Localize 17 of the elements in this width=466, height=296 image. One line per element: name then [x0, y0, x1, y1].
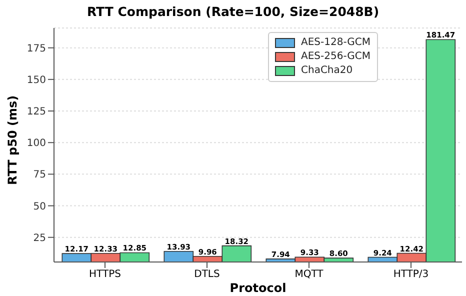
y-tick-label: 125	[26, 106, 46, 118]
chart-title: RTT Comparison (Rate=100, Size=2048B)	[86, 4, 380, 19]
y-tick-label: 75	[33, 170, 46, 181]
y-tick-label: 50	[33, 201, 46, 212]
y-axis-title: RTT p50 (ms)	[5, 95, 20, 185]
y-tick-label: 100	[26, 138, 46, 150]
x-tick-label: DTLS	[194, 269, 220, 280]
legend-label: AES-128-GCM	[301, 36, 371, 50]
legend-label: ChaCha20	[301, 64, 353, 78]
x-tick-label: MQTT	[294, 269, 324, 280]
x-tick-label: HTTPS	[89, 269, 121, 280]
y-tick-label: 175	[26, 43, 46, 54]
x-axis-title: Protocol	[230, 281, 286, 295]
y-tick-label: 25	[33, 232, 46, 244]
x-tick-label: HTTP/3	[393, 269, 429, 280]
legend-label: AES-256-GCM	[301, 50, 371, 64]
y-tick-label: 150	[26, 74, 46, 86]
